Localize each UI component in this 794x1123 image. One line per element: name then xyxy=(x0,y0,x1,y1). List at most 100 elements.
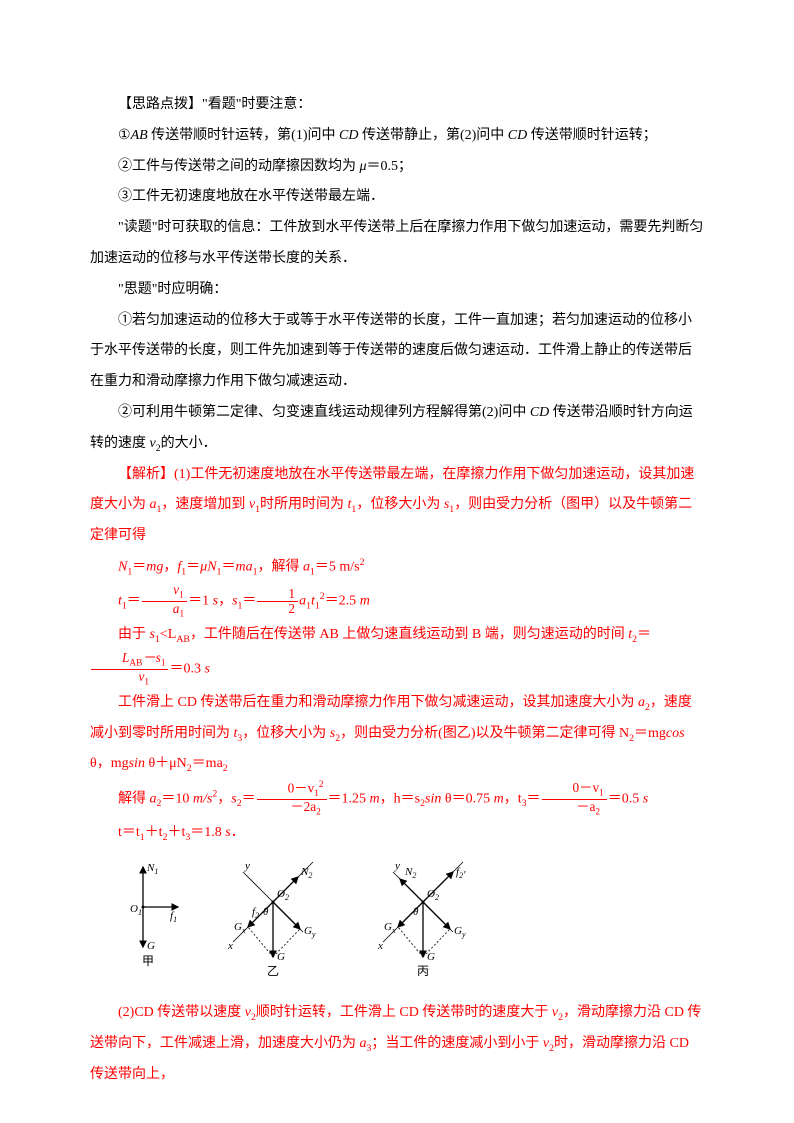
den: －2a xyxy=(290,799,316,814)
txt: ，速度增加到 xyxy=(161,497,249,512)
txt: 的大小． xyxy=(161,436,217,451)
var-CD: CD xyxy=(530,405,549,420)
var-a: a xyxy=(150,497,157,512)
txt: (2)CD 传送带以速度 xyxy=(118,1005,245,1020)
label-theta: θ xyxy=(263,906,269,918)
txt: ＝5 m/s xyxy=(315,560,360,575)
txt: ， xyxy=(163,560,177,575)
diagram-bing: N2 f2′ O2 Gx Gy θ G x y 丙 xyxy=(358,857,488,990)
fraction: v1a1 xyxy=(142,583,187,620)
txt: ① xyxy=(118,128,131,143)
label-Gy: Gy xyxy=(454,925,466,939)
think-1: ①若匀加速运动的位移大于或等于水平传送带的长度，工件一直加速；若匀加速运动的位移… xyxy=(90,306,704,398)
txt: ＝ xyxy=(242,594,256,609)
txt: 由于 xyxy=(118,627,150,642)
txt: ②可利用牛顿第二定律、匀变速直线运动规律列方程解得第(2)问中 xyxy=(118,405,530,420)
fn-sin: sin xyxy=(129,756,145,771)
var-AB: AB xyxy=(131,128,148,143)
var-m: m xyxy=(370,791,380,806)
diagram-yi-svg: N2 O2 Gx Gy f2 θ G x y 乙 xyxy=(208,857,338,977)
label-O: O2 xyxy=(427,888,439,902)
num: 0－v xyxy=(288,781,315,796)
label-y: y xyxy=(244,860,250,872)
hint-heading: 【思路点拨】"看题"时要注意： xyxy=(90,90,704,121)
read-info: "读题"时可获取的信息：工件放到水平传送带上后在摩擦力作用下做匀加速运动，需要先… xyxy=(90,213,704,275)
txt: ＝1 xyxy=(188,594,213,609)
txt: θ，mg xyxy=(90,756,129,771)
txt: ， xyxy=(217,791,231,806)
hint-1: ①AB 传送带顺时针运转，第(1)问中 CD 传送带静止，第(2)问中 CD 传… xyxy=(90,121,704,152)
txt: ＝ xyxy=(186,560,200,575)
think-2: ②可利用牛顿第二定律、匀变速直线运动规律列方程解得第(2)问中 CD 传送带沿顺… xyxy=(90,398,704,460)
txt: ；当工件的速度减小到小于 xyxy=(371,1036,543,1051)
label-x: x xyxy=(227,940,233,952)
sub: AB xyxy=(129,659,142,669)
txt: ， xyxy=(218,594,232,609)
label-theta: θ xyxy=(413,906,419,918)
label-N: N2 xyxy=(300,866,312,880)
label-N: N2 xyxy=(404,866,416,880)
txt: ，h＝s xyxy=(380,791,420,806)
diagram-jia: N1 O1 f1 G 甲 xyxy=(118,857,188,990)
txt: ＝ xyxy=(527,791,541,806)
var-m: m xyxy=(360,594,370,609)
txt: ，则由受力分析(图乙)以及牛顿第二定律可得 N xyxy=(340,726,629,741)
solution-part2: (2)CD 传送带以速度 v2顺时针运转，工件滑上 CD 传送带时的速度大于 v… xyxy=(90,998,704,1090)
txt: ，位移大小为 xyxy=(356,497,444,512)
caption-jia: 甲 xyxy=(142,954,154,968)
txt: <L xyxy=(160,627,176,642)
fn-sin: sin xyxy=(425,791,441,806)
var-N: N xyxy=(118,560,127,575)
caption-bing: 丙 xyxy=(417,964,429,978)
solution-1: 【解析】(1)工件无初速度地放在水平传送带最左端，在摩擦力作用下做匀加速运动，设… xyxy=(90,460,704,552)
num: 1 xyxy=(257,587,298,603)
label-y: y xyxy=(394,860,400,872)
txt: ＝1.25 xyxy=(328,791,370,806)
txt: θ＝0.75 xyxy=(445,791,494,806)
txt: ＋t xyxy=(145,825,163,840)
solution-CD-desc: 工件滑上 CD 传送带后在重力和滑动摩擦力作用下做匀减速运动，设其加速度大小为 … xyxy=(90,688,704,780)
txt: ＝ xyxy=(127,594,141,609)
diagram-bing-svg: N2 f2′ O2 Gx Gy θ G x y 丙 xyxy=(358,857,488,977)
var-CD: CD xyxy=(339,128,358,143)
fraction: 0－v12－2a2 xyxy=(257,780,327,818)
label-x: x xyxy=(377,940,383,952)
txt: ，t xyxy=(504,791,522,806)
txt: 传送带顺时针运转； xyxy=(527,128,657,143)
label-G: G xyxy=(277,951,285,963)
sup: 2 xyxy=(360,557,365,568)
sub: AB xyxy=(176,634,190,645)
txt: ＝10 xyxy=(161,791,193,806)
label-Gx: Gx xyxy=(384,921,396,935)
label-f: f1 xyxy=(170,910,177,924)
label-Gy: Gy xyxy=(304,925,316,939)
txt: ＝ xyxy=(221,560,235,575)
txt: ＝0.5 xyxy=(608,791,643,806)
solution-eq-t1-s1: t1＝v1a1＝1 s，s1＝12a1t12＝2.5 m xyxy=(90,583,704,620)
solution-eq-N-f: N1＝mg，f1＝μN1＝ma1，解得 a1＝5 m/s2 xyxy=(90,552,704,583)
txt: ＝ xyxy=(132,560,146,575)
var-CD: CD xyxy=(508,128,527,143)
var-ma: ma xyxy=(235,560,252,575)
label-O: O1 xyxy=(130,903,142,917)
fraction: 12 xyxy=(257,587,298,617)
var-mu: μ xyxy=(360,159,367,174)
label-Gx: Gx xyxy=(234,921,246,935)
var-mg: mg xyxy=(146,560,163,575)
think-heading: "思题"时应明确： xyxy=(90,275,704,306)
force-diagrams: N1 O1 f1 G 甲 xyxy=(118,857,704,990)
fn-cos: cos xyxy=(666,726,685,741)
hint-3: ③工件无初速度地放在水平传送带最左端． xyxy=(90,182,704,213)
var-a: a xyxy=(638,695,645,710)
txt: t＝t xyxy=(118,825,140,840)
var-s: s xyxy=(204,662,209,677)
var-a: a xyxy=(303,560,310,575)
txt: ，位移大小为 xyxy=(242,726,330,741)
txt: ＝ xyxy=(242,791,256,806)
label-G: G xyxy=(427,951,435,963)
var-muN: μN xyxy=(200,560,216,575)
txt: θ＋μN xyxy=(148,756,186,771)
txt: 时所用时间为 xyxy=(260,497,348,512)
unit: m/s xyxy=(193,791,212,806)
label-N: N1 xyxy=(146,862,158,876)
